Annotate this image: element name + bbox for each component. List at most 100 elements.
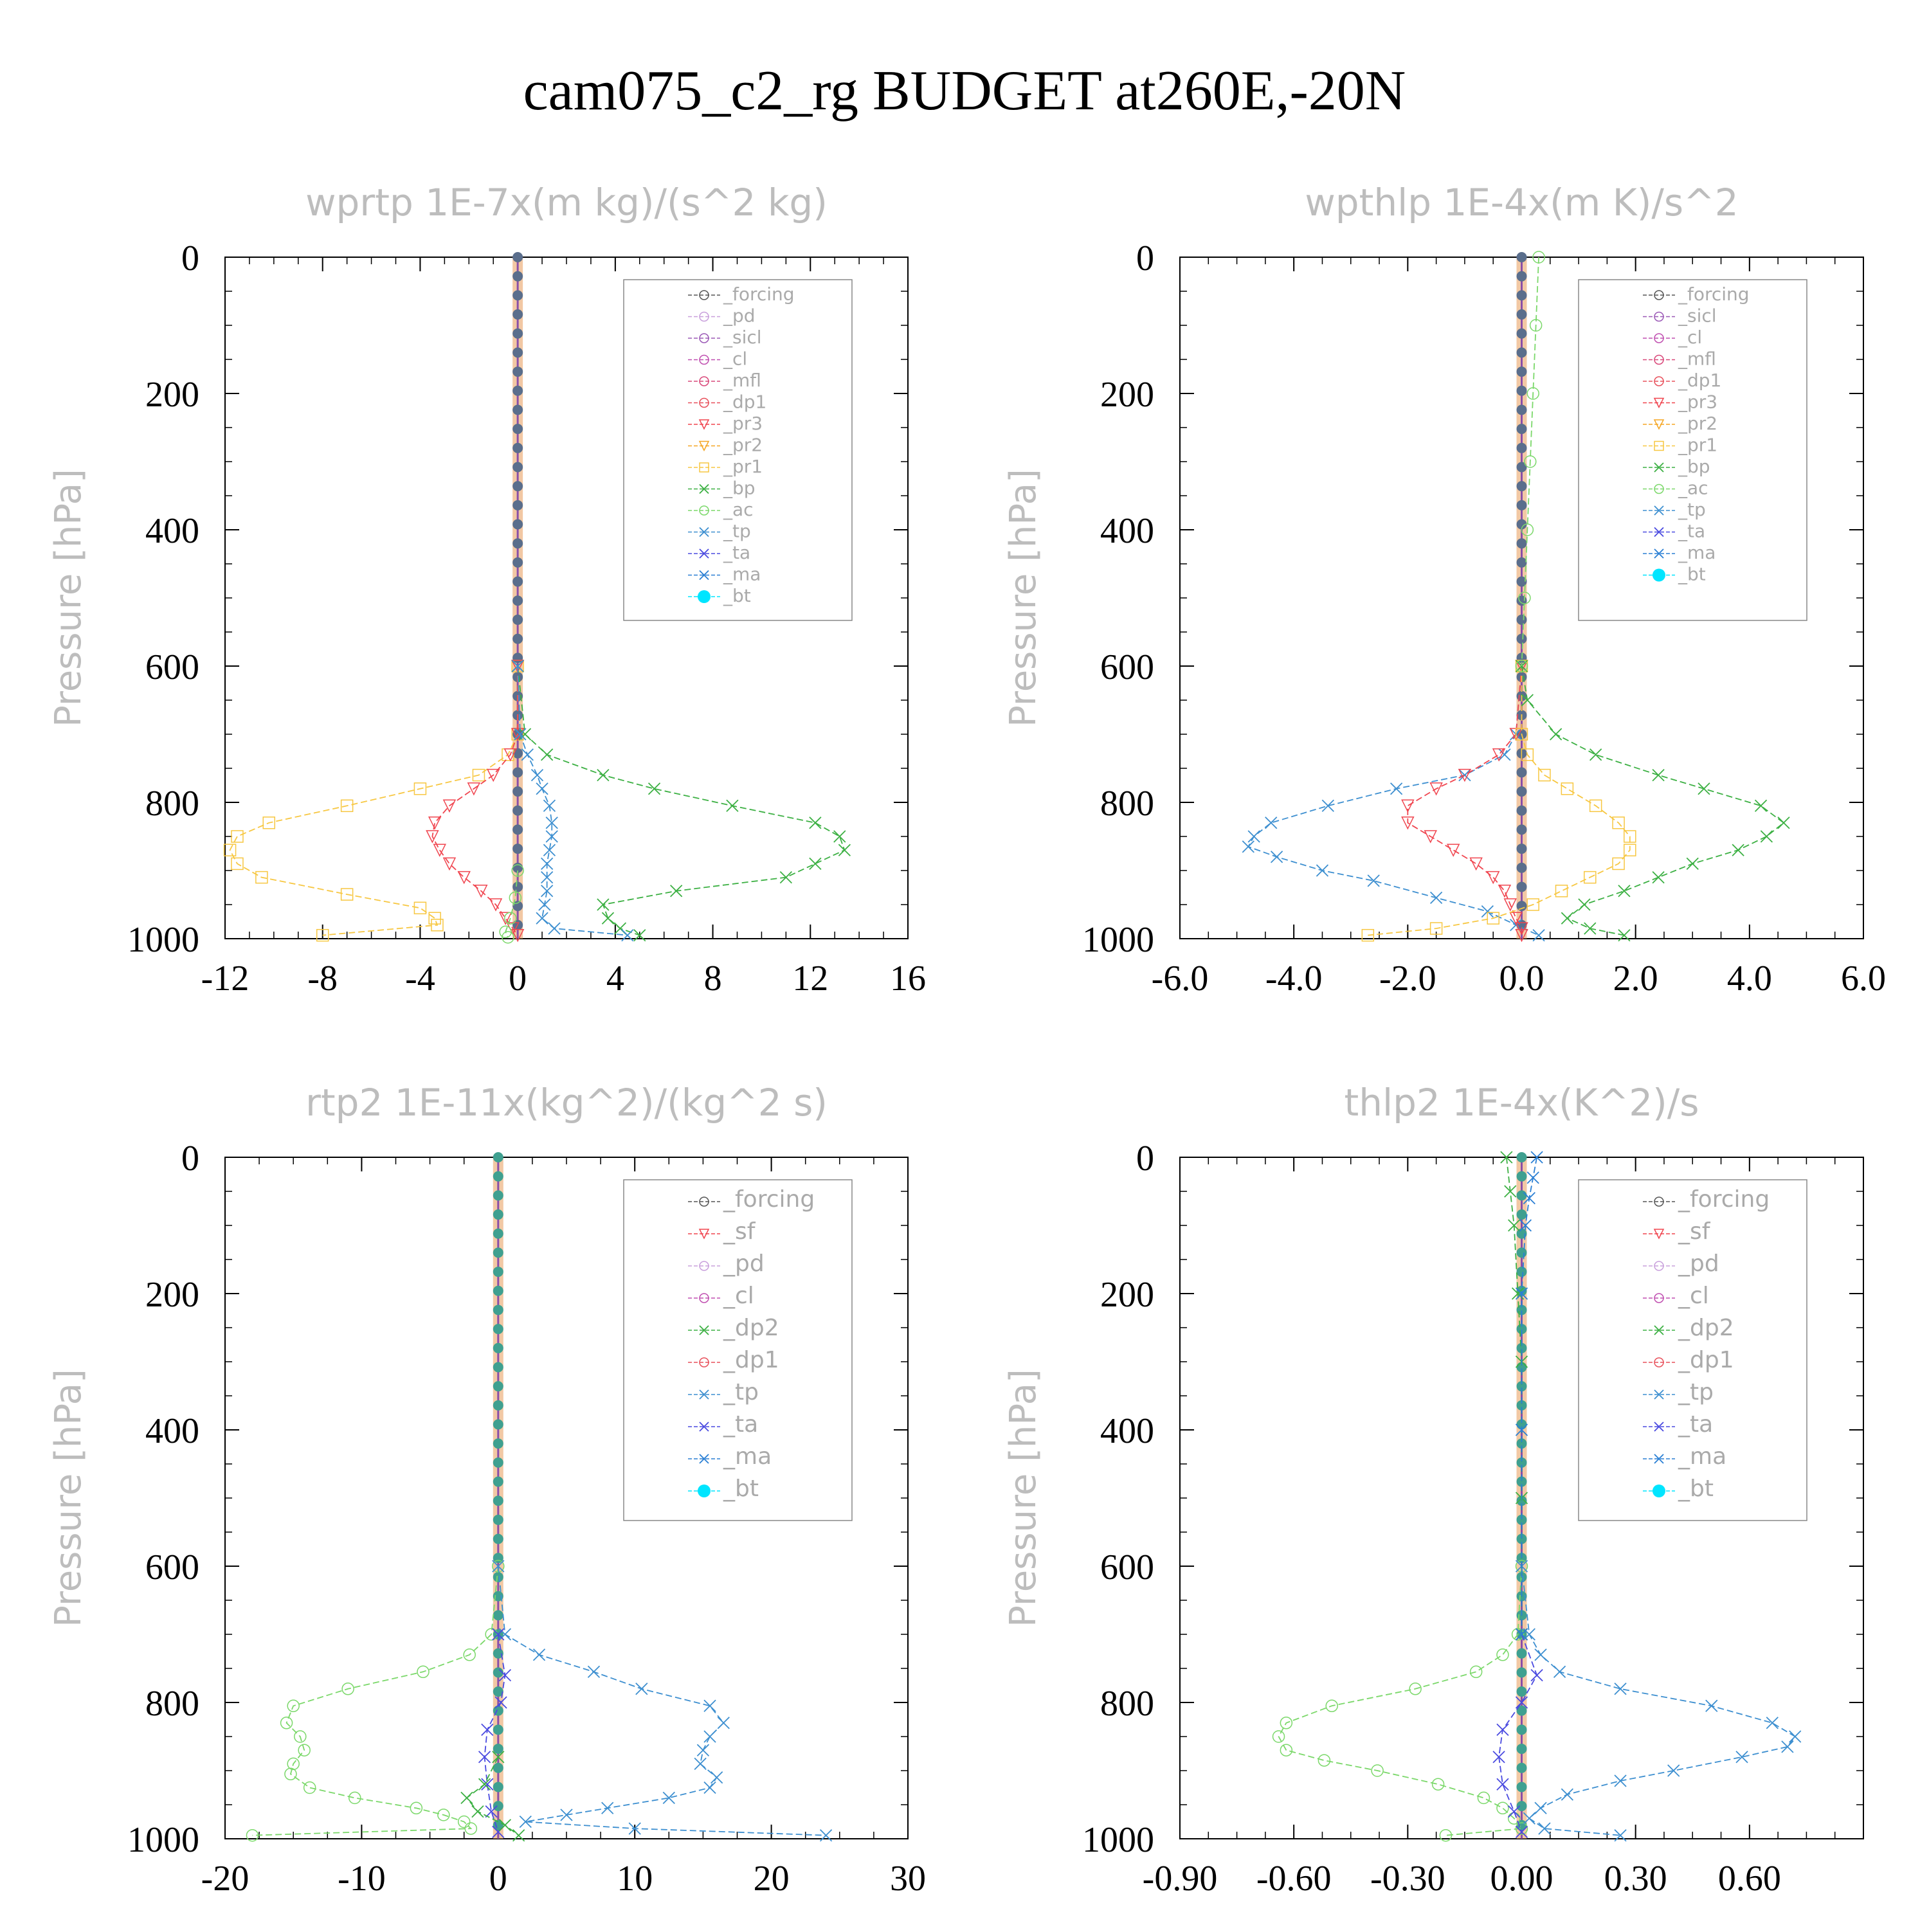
x-tick-label: 0.00 bbox=[1490, 1859, 1553, 1899]
legend-marker bbox=[1653, 1485, 1665, 1497]
panel-title: thlp2 1E-4x(K^2)/s bbox=[1344, 1081, 1699, 1124]
zero-marker bbox=[1516, 1324, 1527, 1335]
zero-marker bbox=[1516, 1762, 1527, 1773]
legend-marker bbox=[1654, 1454, 1664, 1464]
y-axis-label: Pressure [hPa] bbox=[48, 469, 89, 727]
data-point bbox=[428, 912, 441, 925]
zero-marker bbox=[512, 881, 523, 892]
zero-marker bbox=[1516, 767, 1527, 778]
data-point bbox=[1401, 817, 1415, 830]
data-point bbox=[280, 1717, 293, 1729]
legend-label: _pr3 bbox=[1678, 392, 1717, 413]
zero-marker bbox=[493, 1686, 503, 1697]
legend-marker bbox=[699, 333, 709, 343]
y-tick-label: 1000 bbox=[127, 920, 199, 960]
data-point bbox=[475, 885, 488, 898]
x-tick-label: 16 bbox=[890, 959, 926, 998]
legend-marker bbox=[698, 1229, 710, 1240]
zero-marker bbox=[512, 385, 523, 396]
zero-marker bbox=[1516, 290, 1527, 301]
legend-marker bbox=[699, 1454, 709, 1464]
legend-label: _forcing bbox=[1678, 284, 1750, 305]
data-point bbox=[460, 1791, 473, 1805]
data-point bbox=[472, 768, 485, 782]
zero-marker bbox=[1516, 309, 1527, 320]
y-tick-label: 600 bbox=[145, 647, 199, 687]
zero-marker bbox=[493, 1171, 503, 1182]
data-point bbox=[1781, 1740, 1794, 1753]
legend: _forcing_sicl_cl_mfl_dp1_pr3_pr2_pr1_bp_… bbox=[1578, 279, 1807, 621]
x-tick-label: 0.30 bbox=[1604, 1859, 1667, 1899]
zero-marker bbox=[1516, 1686, 1527, 1697]
zero-marker bbox=[512, 595, 523, 606]
zero-marker bbox=[1516, 1724, 1527, 1735]
zero-marker bbox=[493, 1438, 503, 1449]
zero-marker bbox=[512, 519, 523, 530]
data-point bbox=[457, 871, 471, 885]
data-point bbox=[1496, 1723, 1509, 1737]
legend-label: _tp bbox=[1678, 1379, 1714, 1405]
zero-marker bbox=[512, 500, 523, 510]
data-point bbox=[303, 1781, 316, 1794]
zero-marker bbox=[493, 1190, 503, 1201]
data-point bbox=[1538, 768, 1551, 782]
legend-label: _pd bbox=[723, 305, 756, 327]
data-point bbox=[530, 768, 544, 782]
data-point bbox=[543, 799, 556, 812]
data-point bbox=[1777, 817, 1790, 829]
data-point bbox=[1526, 387, 1539, 400]
legend-label: _ma bbox=[723, 1443, 772, 1470]
data-point bbox=[457, 1815, 471, 1828]
zero-marker bbox=[1516, 1400, 1527, 1411]
zero-marker bbox=[512, 805, 523, 816]
data-point bbox=[633, 929, 646, 942]
legend-label: _sicl bbox=[1678, 305, 1717, 327]
data-point bbox=[703, 1699, 716, 1712]
data-point bbox=[1439, 1828, 1453, 1842]
data-point bbox=[1530, 1668, 1543, 1682]
data-point bbox=[1508, 1805, 1521, 1818]
data-point bbox=[779, 871, 792, 884]
data-point bbox=[1538, 1822, 1551, 1835]
data-point bbox=[1469, 1665, 1483, 1679]
data-point bbox=[428, 817, 442, 830]
series-line bbox=[1521, 257, 1539, 667]
legend-marker bbox=[1654, 1325, 1664, 1335]
legend-marker bbox=[698, 440, 710, 452]
zero-marker bbox=[1516, 844, 1527, 854]
data-point bbox=[1618, 885, 1631, 898]
zero-marker bbox=[512, 538, 523, 549]
zero-marker bbox=[1516, 614, 1527, 625]
data-point bbox=[1553, 1665, 1566, 1678]
data-point bbox=[1496, 1778, 1509, 1791]
series-line bbox=[1278, 1566, 1523, 1836]
data-point bbox=[442, 857, 457, 871]
data-point bbox=[1561, 782, 1574, 795]
zero-marker bbox=[1516, 633, 1527, 644]
zero-marker bbox=[1516, 1171, 1527, 1182]
series-line bbox=[517, 665, 846, 936]
legend-label: _ta bbox=[723, 1411, 758, 1438]
legend-marker bbox=[1654, 290, 1664, 300]
zero-marker bbox=[493, 1514, 503, 1525]
x-tick-label: 2.0 bbox=[1613, 959, 1658, 998]
x-tick-label: -6.0 bbox=[1152, 959, 1209, 998]
x-tick-label: 8 bbox=[704, 959, 722, 998]
data-point bbox=[536, 782, 548, 795]
zero-marker bbox=[1516, 462, 1527, 473]
zero-marker bbox=[493, 1571, 503, 1582]
data-point bbox=[478, 1751, 491, 1764]
x-tick-label: 20 bbox=[754, 1859, 790, 1899]
data-point bbox=[1486, 871, 1500, 885]
data-point bbox=[1498, 748, 1511, 761]
data-point bbox=[628, 1822, 641, 1835]
y-axis-label: Pressure [hPa] bbox=[1002, 1369, 1044, 1627]
data-point bbox=[532, 1648, 546, 1661]
data-point bbox=[1361, 928, 1375, 942]
zero-marker bbox=[1516, 901, 1527, 912]
y-tick-label: 1000 bbox=[1082, 1820, 1154, 1860]
data-point bbox=[1242, 840, 1254, 853]
panel-title: wprtp 1E-7x(m kg)/(s^2 kg) bbox=[305, 181, 828, 224]
legend-label: _dp2 bbox=[723, 1315, 779, 1341]
data-point bbox=[463, 1648, 476, 1661]
